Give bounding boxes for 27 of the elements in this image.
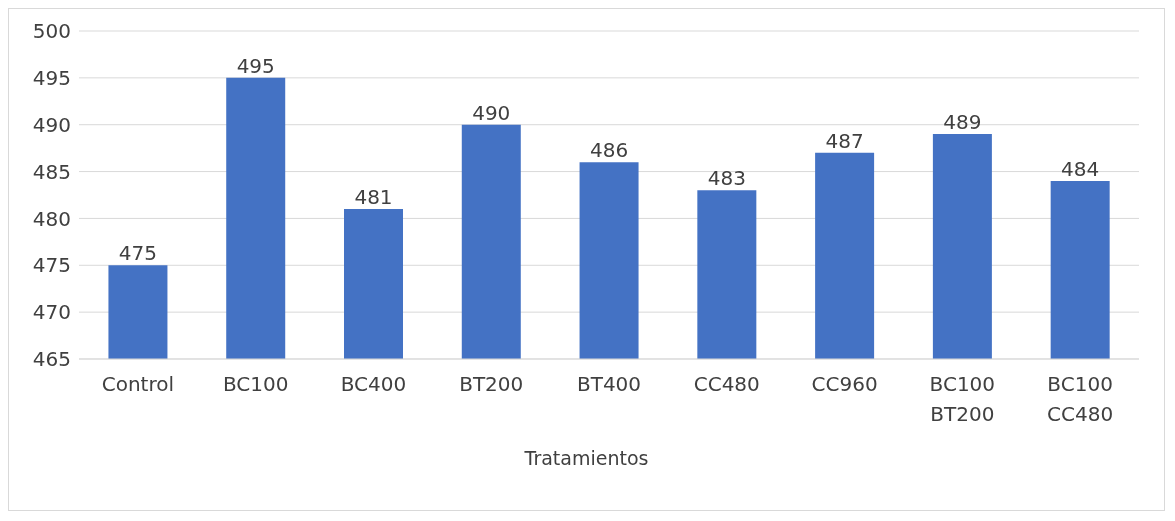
y-tick-label: 500 xyxy=(32,19,71,44)
data-label: 486 xyxy=(589,138,629,163)
x-tick-label: CC480 xyxy=(693,372,760,396)
y-tick-label: 480 xyxy=(32,206,71,231)
y-tick-label: 470 xyxy=(32,300,71,325)
y-tick-label: 490 xyxy=(32,112,71,137)
x-tick-label: BC100 xyxy=(222,372,289,396)
data-label: 475 xyxy=(118,241,158,266)
x-tick-label: CC960 xyxy=(811,372,878,396)
x-tick-label: BC100 BT200 xyxy=(929,372,996,426)
y-tick-label: 485 xyxy=(32,159,71,184)
data-label: 490 xyxy=(472,100,511,125)
data-label: 495 xyxy=(236,53,275,78)
x-tick-label: BT400 xyxy=(576,372,642,396)
data-label: 489 xyxy=(943,110,982,135)
y-tick-label: 495 xyxy=(32,65,71,90)
x-axis-title: Tratamientos xyxy=(523,447,650,469)
x-tick-label: BT200 xyxy=(459,372,524,396)
y-tick-label: 465 xyxy=(32,347,71,372)
x-tick-label: Control xyxy=(101,372,175,396)
y-tick-label: 475 xyxy=(32,253,71,278)
data-label: 487 xyxy=(825,128,864,153)
data-label: 483 xyxy=(707,166,746,191)
x-tick-label: BC100 CC480 xyxy=(1047,372,1114,426)
data-label: 481 xyxy=(354,185,393,210)
x-tick-label: BC400 xyxy=(340,372,407,396)
data-label: 484 xyxy=(1061,156,1100,181)
